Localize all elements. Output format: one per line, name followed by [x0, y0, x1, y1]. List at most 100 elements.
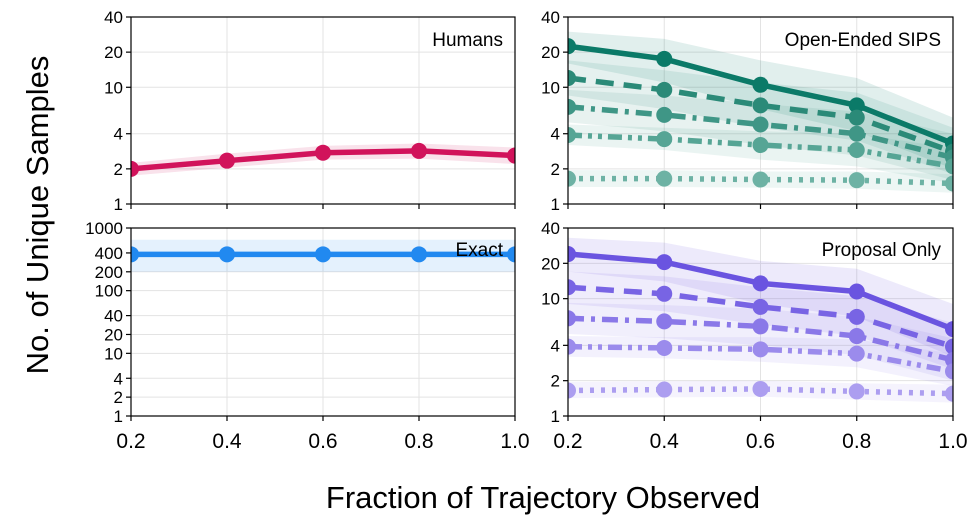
data-point — [219, 246, 235, 263]
data-point — [568, 310, 576, 327]
y-tick-label: 200 — [95, 263, 123, 282]
x-tick-label: 0.8 — [404, 430, 433, 453]
y-tick-label: 10 — [541, 290, 560, 309]
data-point — [411, 142, 427, 159]
y-tick-label: 4 — [551, 336, 560, 355]
y-tick-label: 4 — [551, 125, 560, 144]
y-tick-label: 2 — [114, 160, 123, 179]
plot-area — [131, 142, 515, 177]
data-point — [568, 38, 576, 55]
y-tick-label: 1 — [551, 195, 560, 214]
series-line-5 — [568, 386, 953, 397]
data-point — [131, 246, 139, 263]
y-tick-label: 10 — [541, 78, 560, 97]
panel-title: Humans — [432, 30, 503, 51]
data-point — [848, 283, 865, 300]
data-point — [752, 76, 769, 93]
data-point — [315, 144, 331, 161]
x-tick-label: 0.2 — [116, 430, 145, 453]
data-point — [507, 246, 515, 263]
data-point — [848, 308, 865, 325]
panel-open-ended-sips: 1 2 4 10 20 40 Open-Ended SIPS — [541, 8, 954, 214]
data-point — [752, 97, 769, 114]
y-tick-label: 1 — [114, 195, 123, 214]
plot-area — [568, 31, 953, 193]
y-tick-label: 1 — [114, 407, 123, 426]
data-point — [656, 285, 673, 302]
data-point — [945, 385, 953, 402]
y-tick-label: 10 — [104, 78, 123, 97]
data-point — [315, 246, 331, 263]
panel-title: Open-Ended SIPS — [785, 30, 941, 51]
series-line-2 — [568, 75, 953, 155]
x-axis-title: Fraction of Trajectory Observed — [326, 480, 760, 515]
plot-area — [568, 237, 953, 403]
y-tick-label: 20 — [541, 254, 560, 273]
data-point — [945, 363, 953, 380]
data-point — [848, 97, 865, 114]
data-point — [656, 313, 673, 330]
y-tick-label: 100 — [95, 282, 123, 301]
data-point — [568, 246, 576, 263]
y-tick-label: 1 — [551, 407, 560, 426]
y-tick-label: 10 — [104, 344, 123, 363]
data-point — [568, 170, 576, 187]
data-point — [848, 172, 865, 189]
panel-proposal-only: 1 2 4 10 20 40 0.2 0.4 0.6 0.8 1.0 Proposal Only — [541, 219, 968, 453]
data-point — [568, 127, 576, 144]
series-line-2 — [568, 284, 953, 350]
data-point — [219, 152, 235, 169]
y-tick-label: 20 — [104, 43, 123, 62]
x-tick-label: 0.6 — [746, 430, 775, 453]
data-point — [848, 383, 865, 400]
data-point — [656, 339, 673, 356]
y-tick-label: 1000 — [85, 219, 123, 238]
plot-area — [131, 239, 515, 272]
y-tick-label: 400 — [95, 244, 123, 263]
x-tick-label: 0.6 — [308, 430, 337, 453]
data-point — [568, 279, 576, 296]
y-tick-label: 20 — [541, 43, 560, 62]
data-point — [131, 160, 139, 177]
data-point — [568, 98, 576, 115]
data-point — [848, 142, 865, 159]
data-point — [752, 380, 769, 397]
data-point — [656, 81, 673, 98]
data-point — [656, 131, 673, 148]
data-point — [656, 381, 673, 398]
data-point — [656, 254, 673, 271]
y-tick-label: 40 — [541, 219, 560, 238]
y-tick-label: 4 — [114, 369, 123, 388]
data-point — [656, 106, 673, 123]
data-point — [752, 116, 769, 133]
panel-title: Proposal Only — [822, 240, 942, 261]
series-line-5 — [568, 175, 953, 187]
data-point — [848, 109, 865, 126]
data-point — [568, 338, 576, 355]
data-point — [752, 318, 769, 335]
data-point — [945, 158, 953, 175]
panel-humans: 1 2 4 10 20 40 Humans — [104, 8, 516, 214]
data-point — [752, 298, 769, 315]
data-point — [945, 321, 953, 338]
data-point — [568, 70, 576, 87]
data-point — [848, 345, 865, 362]
data-point — [507, 147, 515, 164]
panel-title: Exact — [455, 240, 503, 261]
data-point — [411, 246, 427, 263]
data-point — [848, 125, 865, 142]
y-tick-label: 40 — [104, 8, 123, 27]
data-point — [848, 328, 865, 345]
x-tick-label: 1.0 — [938, 430, 967, 453]
x-tick-label: 1.0 — [500, 430, 529, 453]
data-point — [752, 275, 769, 292]
x-tick-label: 0.4 — [212, 430, 242, 453]
y-axis-title: No. of Unique Samples — [20, 56, 55, 375]
y-tick-label: 20 — [104, 325, 123, 344]
y-tick-label: 40 — [104, 307, 123, 326]
y-tick-label: 4 — [114, 125, 123, 144]
data-point — [568, 382, 576, 399]
data-point — [752, 137, 769, 154]
y-tick-label: 40 — [541, 8, 560, 27]
